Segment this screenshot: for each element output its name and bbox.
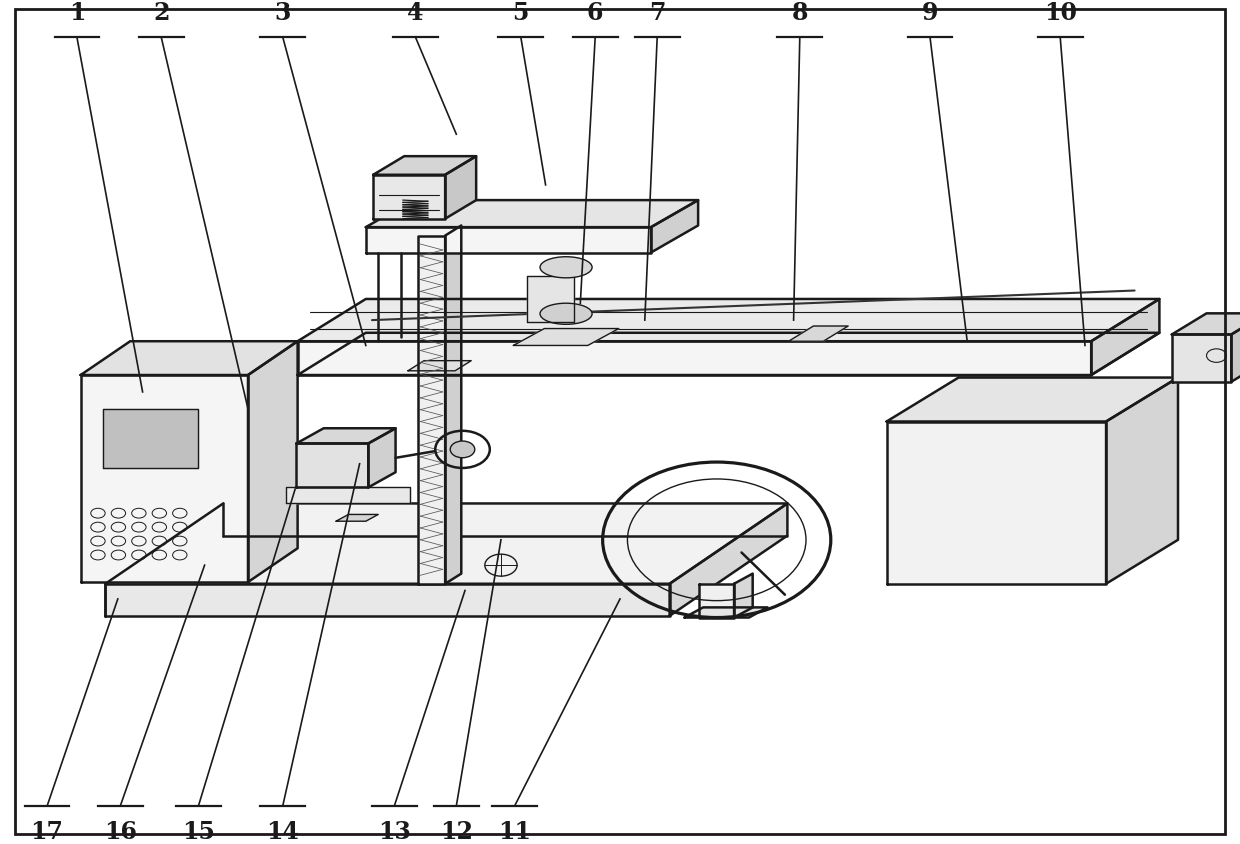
Polygon shape [373, 157, 476, 176]
Text: 12: 12 [440, 820, 472, 843]
Polygon shape [1091, 300, 1159, 376]
Text: 9: 9 [921, 1, 939, 24]
Text: 10: 10 [1044, 1, 1076, 24]
Ellipse shape [541, 257, 593, 279]
Polygon shape [1172, 314, 1240, 335]
Polygon shape [298, 300, 1159, 342]
Text: 17: 17 [31, 820, 63, 843]
Polygon shape [699, 584, 734, 618]
Polygon shape [445, 226, 461, 584]
Text: 1: 1 [68, 1, 86, 24]
Text: 6: 6 [587, 1, 604, 24]
Polygon shape [1172, 335, 1231, 382]
Text: 14: 14 [267, 820, 299, 843]
Polygon shape [298, 333, 1159, 376]
Polygon shape [81, 376, 248, 582]
Text: 2: 2 [153, 1, 170, 24]
Polygon shape [527, 276, 574, 322]
Polygon shape [296, 444, 368, 488]
Polygon shape [366, 201, 698, 228]
Polygon shape [105, 504, 787, 584]
Polygon shape [103, 409, 198, 468]
Text: 5: 5 [512, 1, 529, 24]
Ellipse shape [541, 304, 593, 325]
Polygon shape [651, 201, 698, 253]
Text: 16: 16 [104, 820, 136, 843]
Polygon shape [418, 236, 445, 584]
Polygon shape [684, 608, 768, 618]
Text: 11: 11 [498, 820, 531, 843]
Text: 15: 15 [182, 820, 215, 843]
Polygon shape [1106, 378, 1178, 584]
Text: 7: 7 [649, 1, 666, 24]
Polygon shape [789, 327, 848, 342]
Text: 3: 3 [274, 1, 291, 24]
Polygon shape [298, 342, 1091, 376]
Polygon shape [513, 329, 619, 346]
Polygon shape [296, 429, 396, 444]
Polygon shape [408, 361, 471, 371]
Polygon shape [887, 422, 1106, 584]
Polygon shape [368, 429, 396, 488]
Polygon shape [734, 574, 753, 618]
Polygon shape [81, 342, 298, 376]
Circle shape [450, 441, 475, 458]
Polygon shape [670, 504, 787, 616]
Polygon shape [373, 176, 445, 219]
Text: 8: 8 [791, 1, 808, 24]
Polygon shape [286, 488, 410, 503]
Polygon shape [366, 228, 651, 253]
Polygon shape [248, 342, 298, 582]
Text: 4: 4 [407, 1, 424, 24]
Polygon shape [1231, 314, 1240, 382]
Polygon shape [887, 378, 1178, 422]
Polygon shape [336, 515, 378, 522]
Polygon shape [105, 584, 670, 616]
Polygon shape [445, 157, 476, 219]
Text: 13: 13 [378, 820, 410, 843]
